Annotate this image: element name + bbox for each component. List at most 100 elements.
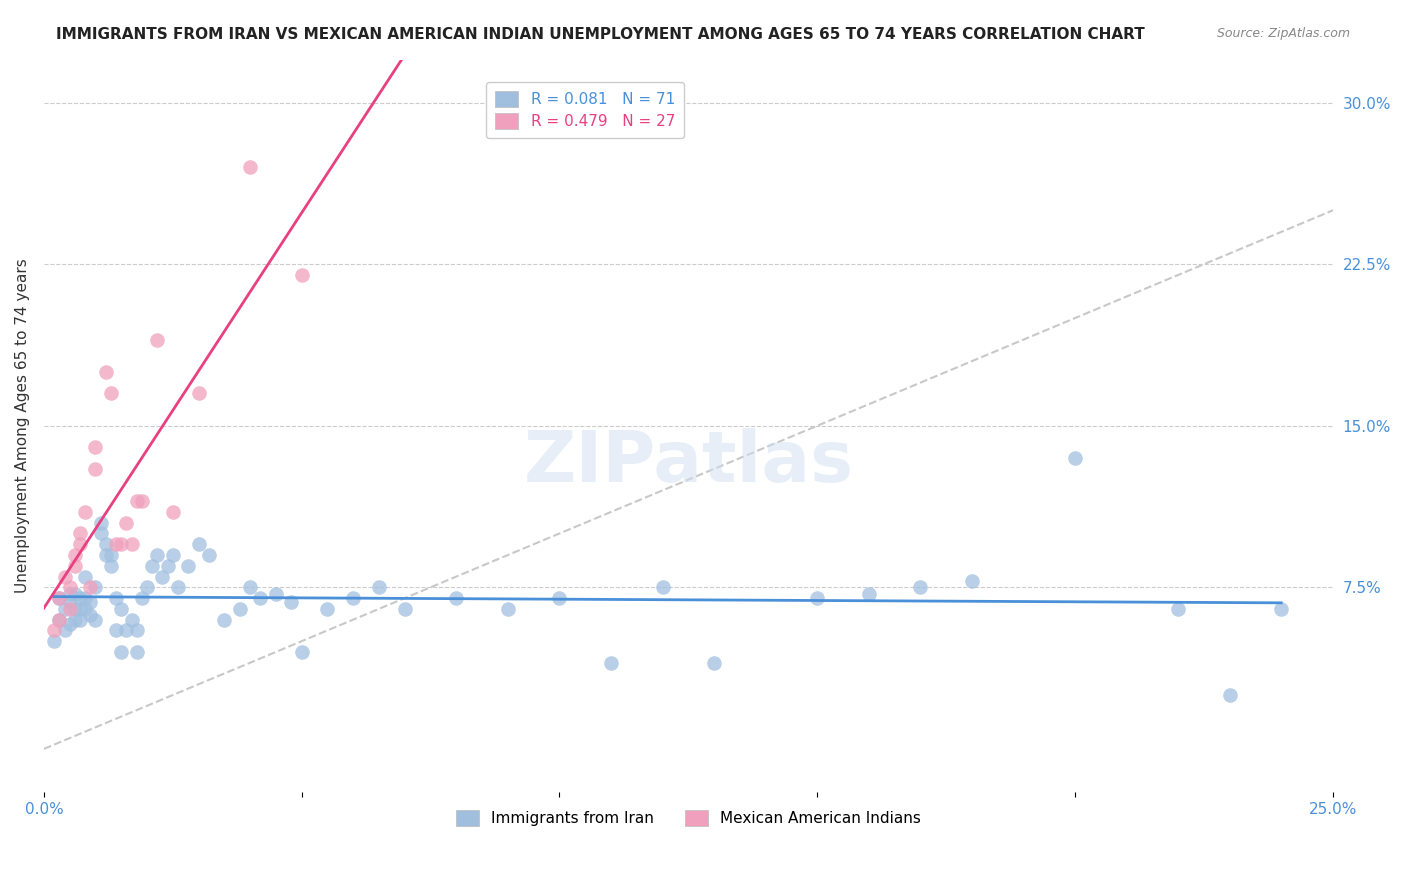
Point (600, 656, 623, 670)
Point (75, 505, 97, 519)
Point (960, 574, 983, 588)
Point (63, 587, 86, 601)
Point (316, 602, 339, 616)
Point (84, 462, 107, 476)
Point (125, 645, 148, 659)
Point (59, 595, 82, 609)
Point (280, 595, 302, 609)
Point (63, 548, 86, 562)
Point (59, 580, 82, 594)
Point (131, 591, 153, 606)
Point (187, 386, 209, 401)
Point (53, 569, 76, 583)
Point (121, 537, 143, 551)
Point (264, 587, 287, 601)
Point (69, 526, 91, 541)
Legend: Immigrants from Iran, Mexican American Indians: Immigrants from Iran, Mexican American I… (447, 801, 929, 836)
Point (84, 580, 107, 594)
Point (59, 602, 82, 616)
Text: ZIPatlas: ZIPatlas (523, 428, 853, 497)
Y-axis label: Unemployment Among Ages 65 to 74 years: Unemployment Among Ages 65 to 74 years (15, 259, 30, 593)
Point (651, 580, 673, 594)
Point (90, 516, 112, 530)
Point (79, 608, 101, 623)
Point (110, 645, 132, 659)
Point (79, 595, 101, 609)
Point (446, 591, 468, 606)
Point (105, 591, 128, 606)
Point (53, 602, 76, 616)
Point (48, 591, 70, 606)
Point (187, 537, 209, 551)
Point (48, 613, 70, 627)
Point (239, 161, 262, 175)
Point (548, 591, 571, 606)
Point (141, 558, 163, 573)
Point (48, 591, 70, 606)
Point (84, 613, 107, 627)
Point (94, 548, 117, 562)
Point (69, 591, 91, 606)
Point (229, 602, 252, 616)
Point (79, 580, 101, 594)
Point (239, 580, 262, 594)
Point (156, 558, 179, 573)
Text: Source: ZipAtlas.com: Source: ZipAtlas.com (1216, 27, 1350, 40)
Point (59, 587, 82, 601)
Point (910, 580, 932, 594)
Point (110, 537, 132, 551)
Point (100, 558, 122, 573)
Point (146, 548, 169, 562)
Point (131, 494, 153, 508)
Point (167, 580, 190, 594)
Point (75, 569, 97, 583)
Point (162, 505, 184, 519)
Point (75, 591, 97, 606)
Point (136, 580, 159, 594)
Point (110, 602, 132, 616)
Point (44, 624, 66, 638)
Point (249, 591, 271, 606)
Point (342, 591, 364, 606)
Point (115, 624, 138, 638)
Point (125, 494, 148, 508)
Point (146, 333, 169, 347)
Point (69, 613, 91, 627)
Point (94, 365, 117, 379)
Point (53, 624, 76, 638)
Point (75, 602, 97, 616)
Point (177, 558, 200, 573)
Point (394, 602, 416, 616)
Point (63, 613, 86, 627)
Point (1270, 602, 1292, 616)
Point (291, 645, 314, 659)
Point (496, 602, 519, 616)
Point (198, 548, 221, 562)
Point (291, 268, 314, 282)
Point (69, 602, 91, 616)
Point (214, 613, 236, 627)
Point (69, 537, 91, 551)
Point (858, 587, 880, 601)
Point (703, 656, 725, 670)
Point (368, 580, 391, 594)
Point (63, 558, 86, 573)
Point (48, 613, 70, 627)
Point (1167, 602, 1189, 616)
Point (152, 569, 174, 583)
Point (59, 616, 82, 631)
Point (105, 624, 128, 638)
Point (84, 440, 107, 454)
Point (100, 386, 122, 401)
Point (90, 526, 112, 541)
Point (94, 537, 117, 551)
Point (63, 602, 86, 616)
Point (105, 537, 128, 551)
Point (1219, 688, 1241, 702)
Point (100, 548, 122, 562)
Point (806, 591, 828, 606)
Point (44, 634, 66, 648)
Point (1064, 451, 1087, 466)
Point (125, 624, 148, 638)
Text: IMMIGRANTS FROM IRAN VS MEXICAN AMERICAN INDIAN UNEMPLOYMENT AMONG AGES 65 TO 74: IMMIGRANTS FROM IRAN VS MEXICAN AMERICAN… (56, 27, 1144, 42)
